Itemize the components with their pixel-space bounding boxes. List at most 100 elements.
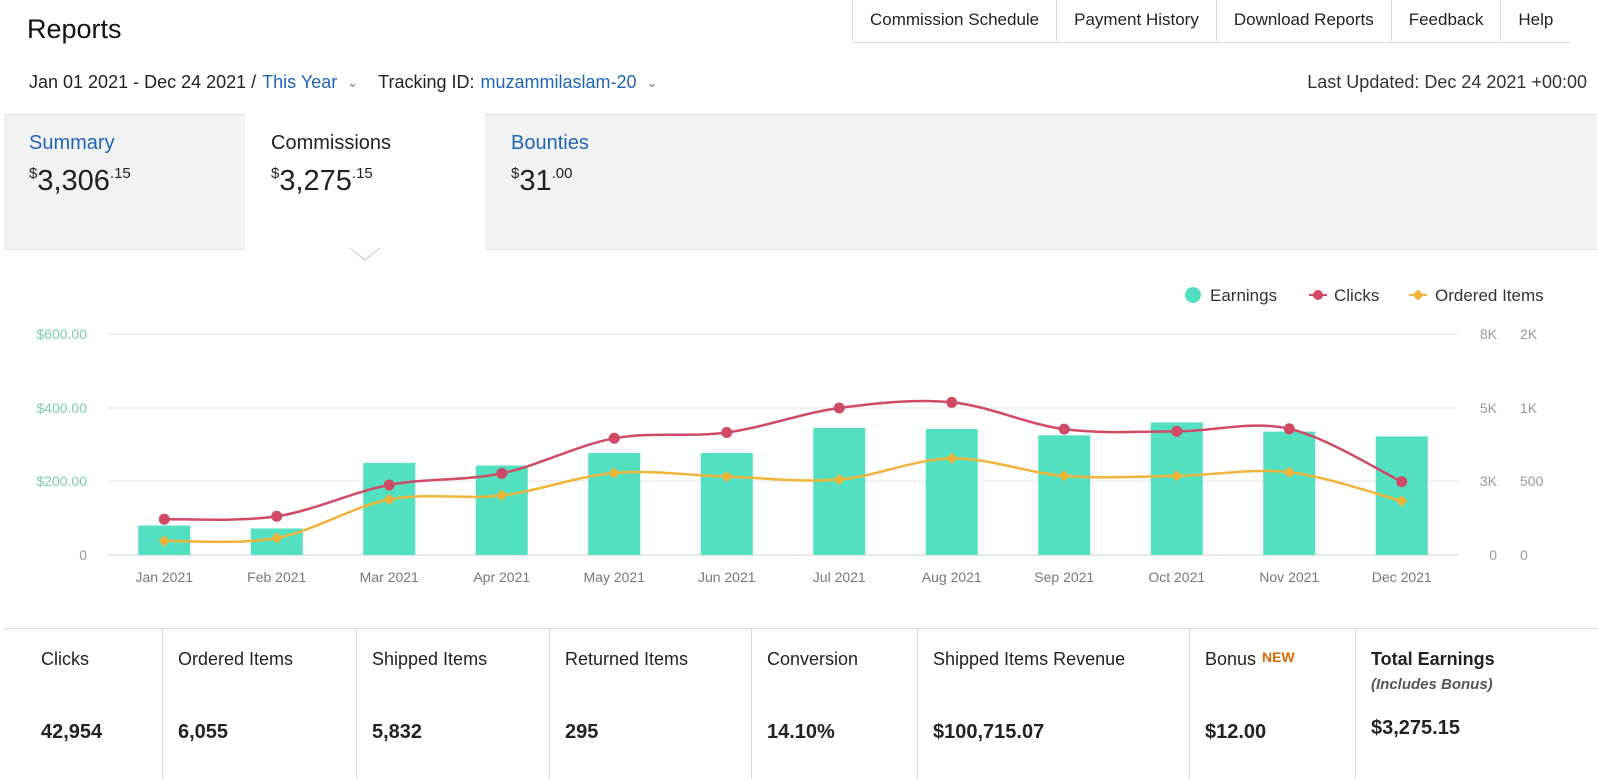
ordered-items-point [608,467,620,479]
chevron-down-icon[interactable]: ⌄ [347,74,359,90]
x-tick-label: May 2021 [584,569,646,585]
clicks-point [496,467,508,479]
x-tick-label: Dec 2021 [1372,569,1432,585]
ordered-items-point [1171,470,1183,482]
ordered-items-line [164,457,1403,544]
ordered-items-point [1058,470,1070,482]
stat-label: Bonus NEW [1205,649,1295,669]
ordered-items-point [1396,495,1408,507]
right-items-tick-label: 1K [1520,400,1538,416]
stat-bonus: Bonus NEW $12.00 [1190,629,1356,779]
stat-shipped-revenue: Shipped Items Revenue $100,715.07 [918,629,1190,779]
right-clicks-tick-label: 0 [1489,547,1497,563]
nav-payment-history[interactable]: Payment History [1057,0,1217,42]
x-tick-label: Jun 2021 [698,569,756,585]
clicks-point [833,402,845,414]
clicks-point [383,479,395,491]
x-tick-label: Feb 2021 [247,569,306,585]
page-title: Reports [27,14,122,44]
stat-note: (Includes Bonus) [1371,676,1493,693]
left-tick-label: $200.00 [36,473,87,489]
stat-label: Clicks [41,649,89,669]
ordered-items-point [1283,466,1295,478]
right-clicks-tick-label: 8K [1480,326,1498,342]
clicks-point [271,510,283,522]
chevron-down-icon[interactable]: ⌄ [646,74,658,90]
left-tick-label: $400.00 [36,400,87,416]
x-tick-label: Oct 2021 [1148,569,1205,585]
x-tick-label: Aug 2021 [922,569,982,585]
clicks-point [158,513,170,525]
stat-ordered-items: Ordered Items 6,055 [163,629,357,779]
earnings-bar [813,427,866,555]
stat-value: $100,715.07 [933,721,1045,743]
stat-clicks: Clicks 42,954 [4,629,163,779]
earnings-bar [475,465,528,555]
stats-bar: Clicks 42,954 Ordered Items 6,055 Shippe… [4,628,1597,779]
stat-label: Ordered Items [178,649,294,669]
ordered-items-point [158,535,170,547]
tab-label: Bounties [511,132,589,154]
ordered-items-point [721,470,733,483]
left-tick-label: $600.00 [36,326,87,342]
stat-value: 6,055 [178,721,229,743]
right-items-tick-label: 0 [1520,547,1528,563]
stat-value: 42,954 [41,721,103,743]
nav-help[interactable]: Help [1518,10,1554,29]
nav-feedback[interactable]: Feedback [1392,0,1502,42]
last-updated: Last Updated: Dec 24 2021 +00:00 [1307,72,1587,92]
right-clicks-tick-label: 5K [1480,400,1498,416]
ordered-items-point [946,452,958,465]
clicks-point [608,432,620,444]
stat-conversion: Conversion 14.10% [752,629,918,779]
stat-returned-items: Returned Items 295 [550,629,752,779]
stat-label: Returned Items [565,649,689,669]
stat-total-earnings: Total Earnings (Includes Bonus) $3,275.1… [1356,629,1597,779]
stat-value: 14.10% [767,721,835,743]
stat-value: $3,275.15 [1371,717,1460,739]
tab-label: Commissions [271,132,392,154]
tab-amount: $3,275.15 [271,165,373,197]
tracking-label: Tracking ID: [378,72,475,92]
right-clicks-tick-label: 3K [1480,473,1498,489]
clicks-line [164,399,1403,521]
stat-shipped-items: Shipped Items 5,832 [357,629,550,779]
legend-items-swatch [1412,289,1424,301]
new-badge: NEW [1262,649,1295,665]
stat-label: Total Earnings [1371,649,1495,669]
nav-commission-schedule[interactable]: Commission Schedule [853,0,1058,42]
date-range: Jan 01 2021 - Dec 24 2021 / [29,72,257,92]
nav-download-reports[interactable]: Download Reports [1217,0,1392,42]
legend-label: Earnings [1210,286,1277,305]
tab-commissions[interactable]: Commissions $3,275.15 [245,114,485,251]
stat-value: $12.00 [1205,721,1267,743]
period-selector[interactable]: This Year [262,72,338,92]
earnings-bar [363,462,416,555]
stat-value: 295 [565,721,599,743]
tab-amount: $3,306.15 [29,165,131,197]
right-items-tick-label: 500 [1520,473,1544,489]
clicks-point [721,426,733,438]
active-tab-pointer-fill [351,248,379,259]
top-nav: Commission Schedule Payment History Down… [852,0,1571,43]
tab-bounties[interactable]: Bounties $31.00 [485,114,725,248]
earnings-bar [1263,431,1316,555]
tab-label: Summary [29,132,115,154]
x-tick-label: Jul 2021 [813,569,866,585]
tracking-id-selector[interactable]: muzammilaslam-20 [480,72,637,92]
ordered-items-point [271,532,283,544]
ordered-items-point [383,493,395,506]
stat-label: Shipped Items Revenue [933,649,1126,669]
tab-summary[interactable]: Summary $3,306.15 [3,114,243,248]
clicks-point [946,396,958,408]
x-tick-label: Jan 2021 [135,569,193,585]
right-items-tick-label: 2K [1520,326,1538,342]
clicks-point [1171,425,1183,437]
stat-label: Conversion [767,649,859,669]
earnings-bar [925,429,978,555]
legend-clicks-swatch [1313,290,1323,300]
x-tick-label: Apr 2021 [473,569,530,585]
ordered-items-point [496,489,508,502]
stat-label: Shipped Items [372,649,488,669]
x-tick-label: Mar 2021 [360,569,419,585]
